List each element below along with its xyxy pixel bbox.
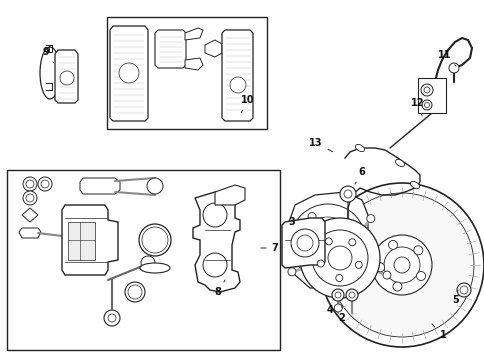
Circle shape bbox=[327, 246, 351, 270]
Circle shape bbox=[448, 63, 458, 73]
Circle shape bbox=[339, 186, 355, 202]
Ellipse shape bbox=[355, 144, 364, 152]
Circle shape bbox=[329, 193, 473, 337]
Circle shape bbox=[388, 240, 397, 250]
Text: 10: 10 bbox=[241, 95, 254, 112]
Ellipse shape bbox=[409, 181, 419, 188]
Circle shape bbox=[383, 247, 419, 283]
Circle shape bbox=[371, 235, 431, 295]
Circle shape bbox=[302, 217, 352, 267]
Circle shape bbox=[73, 231, 87, 245]
Polygon shape bbox=[80, 178, 120, 194]
Circle shape bbox=[296, 235, 312, 251]
Circle shape bbox=[332, 289, 343, 301]
Text: 2: 2 bbox=[338, 306, 345, 323]
Ellipse shape bbox=[40, 47, 60, 99]
Polygon shape bbox=[155, 30, 186, 68]
Circle shape bbox=[325, 238, 332, 245]
Circle shape bbox=[343, 190, 351, 198]
Ellipse shape bbox=[139, 224, 171, 256]
Polygon shape bbox=[184, 58, 203, 70]
Polygon shape bbox=[68, 222, 95, 260]
Circle shape bbox=[41, 180, 49, 188]
Circle shape bbox=[203, 203, 227, 227]
Circle shape bbox=[375, 263, 384, 272]
Polygon shape bbox=[19, 228, 41, 238]
Text: 7: 7 bbox=[260, 243, 278, 253]
Circle shape bbox=[416, 272, 424, 281]
Text: 5: 5 bbox=[452, 290, 458, 305]
Text: 9: 9 bbox=[43, 47, 53, 63]
Ellipse shape bbox=[394, 159, 404, 167]
Circle shape bbox=[393, 257, 409, 273]
Bar bbox=[417, 78, 445, 113]
Circle shape bbox=[26, 180, 34, 188]
Circle shape bbox=[300, 218, 379, 298]
Text: 12: 12 bbox=[410, 98, 424, 116]
Text: 4: 4 bbox=[326, 298, 333, 315]
Text: 13: 13 bbox=[309, 138, 332, 152]
Polygon shape bbox=[22, 208, 38, 222]
Circle shape bbox=[108, 314, 116, 322]
Circle shape bbox=[119, 63, 139, 83]
Text: 6: 6 bbox=[354, 167, 364, 184]
Circle shape bbox=[335, 275, 342, 281]
Circle shape bbox=[366, 215, 374, 223]
Circle shape bbox=[319, 183, 483, 347]
Ellipse shape bbox=[125, 282, 145, 302]
Circle shape bbox=[229, 77, 245, 93]
Text: 11: 11 bbox=[438, 50, 455, 66]
Circle shape bbox=[203, 253, 227, 277]
Circle shape bbox=[290, 229, 318, 257]
Text: 8: 8 bbox=[214, 280, 225, 297]
Bar bbox=[107, 17, 267, 129]
Circle shape bbox=[104, 310, 120, 326]
Ellipse shape bbox=[140, 263, 170, 273]
Circle shape bbox=[311, 230, 367, 286]
Circle shape bbox=[348, 239, 355, 246]
Circle shape bbox=[423, 87, 429, 93]
Polygon shape bbox=[62, 205, 118, 275]
Circle shape bbox=[334, 292, 340, 298]
Circle shape bbox=[287, 268, 295, 276]
Ellipse shape bbox=[142, 227, 167, 253]
Polygon shape bbox=[281, 218, 324, 268]
Circle shape bbox=[60, 71, 74, 85]
Circle shape bbox=[26, 194, 34, 202]
Polygon shape bbox=[222, 30, 253, 121]
Circle shape bbox=[421, 100, 431, 110]
Circle shape bbox=[147, 178, 163, 194]
Circle shape bbox=[355, 261, 362, 268]
Polygon shape bbox=[287, 192, 367, 288]
Circle shape bbox=[348, 292, 354, 298]
Polygon shape bbox=[110, 26, 148, 121]
Circle shape bbox=[382, 271, 390, 279]
Circle shape bbox=[38, 177, 52, 191]
Circle shape bbox=[289, 204, 365, 280]
Text: 3: 3 bbox=[288, 217, 296, 232]
Polygon shape bbox=[214, 185, 244, 205]
Ellipse shape bbox=[128, 285, 142, 299]
Bar bbox=[7, 170, 279, 350]
Polygon shape bbox=[184, 28, 203, 40]
Polygon shape bbox=[55, 50, 78, 103]
Polygon shape bbox=[193, 192, 240, 292]
Circle shape bbox=[420, 84, 432, 96]
Circle shape bbox=[345, 289, 357, 301]
Circle shape bbox=[23, 191, 37, 205]
Circle shape bbox=[317, 260, 324, 267]
Circle shape bbox=[459, 286, 467, 294]
Circle shape bbox=[307, 212, 316, 221]
Circle shape bbox=[23, 177, 37, 191]
Polygon shape bbox=[205, 40, 222, 57]
Text: 1: 1 bbox=[431, 324, 445, 340]
Circle shape bbox=[333, 304, 342, 312]
Circle shape bbox=[413, 246, 422, 255]
Circle shape bbox=[456, 283, 470, 297]
Circle shape bbox=[392, 282, 401, 291]
Circle shape bbox=[424, 102, 429, 107]
Circle shape bbox=[141, 256, 155, 270]
